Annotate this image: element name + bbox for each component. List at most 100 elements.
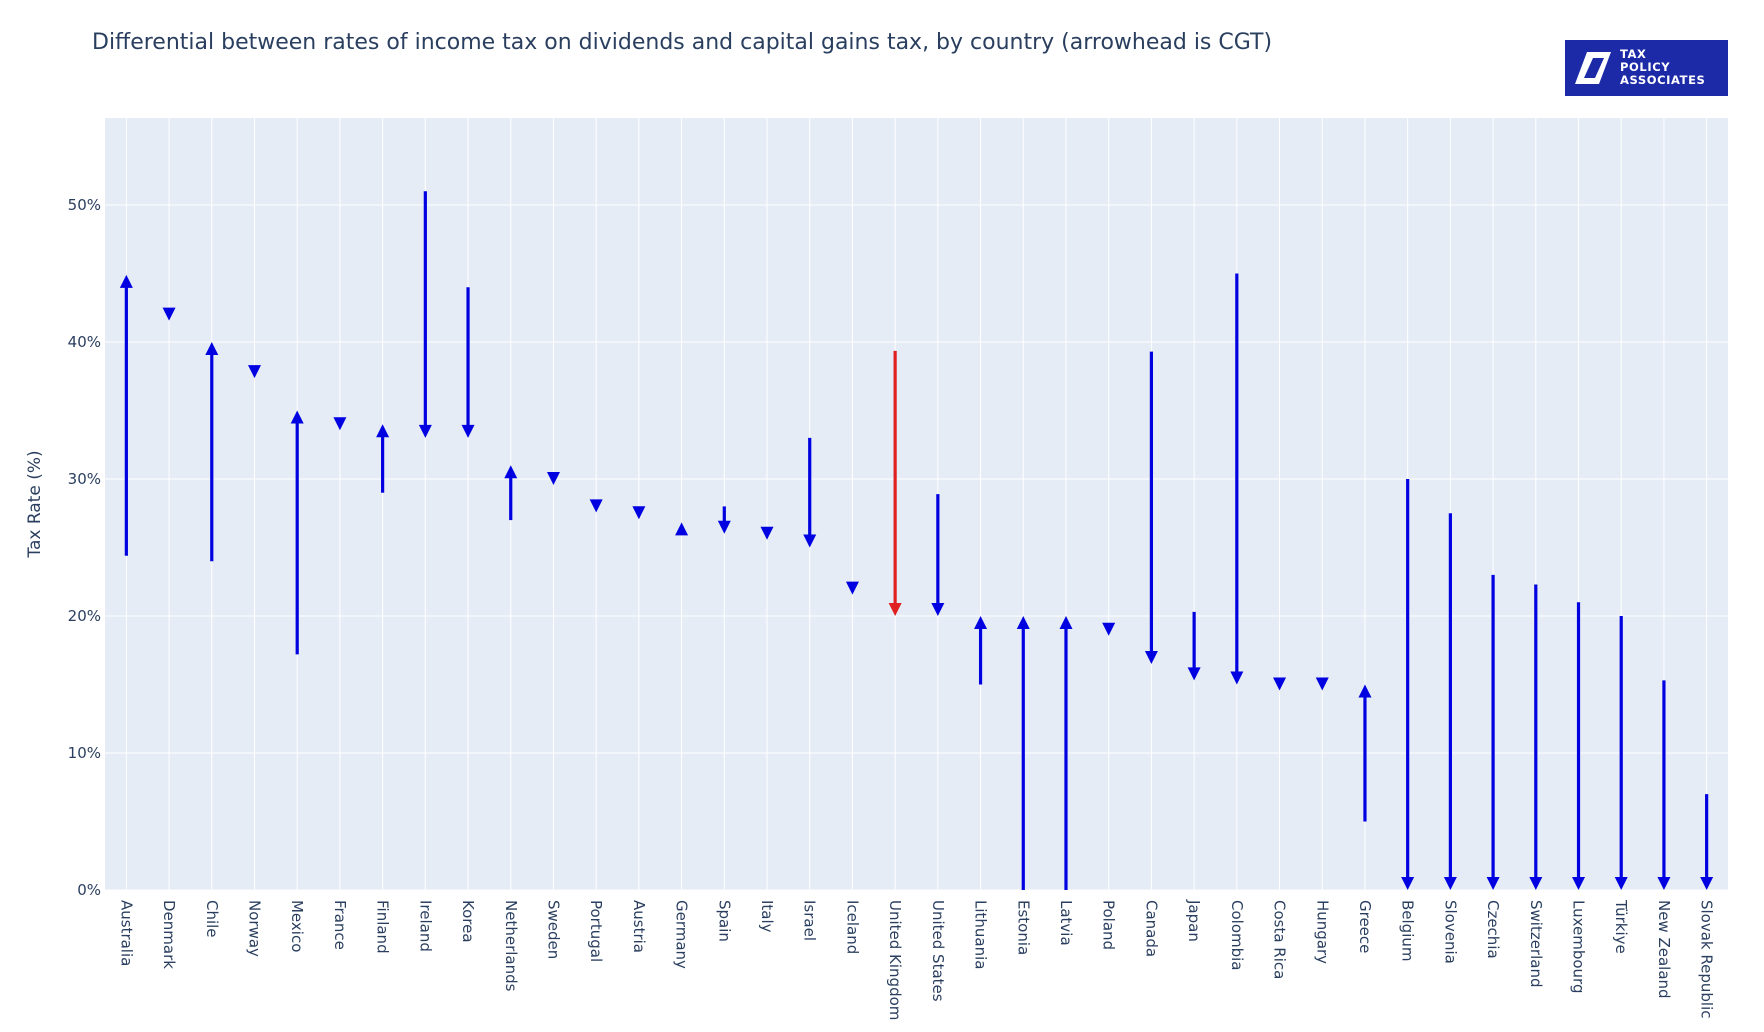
arrow-finland[interactable] xyxy=(376,424,390,493)
arrow-france[interactable] xyxy=(333,417,347,431)
arrow-estonia[interactable] xyxy=(1016,616,1030,890)
arrowhead xyxy=(931,603,945,616)
tax-policy-associates-logo[interactable]: TAX POLICY ASSOCIATES xyxy=(1565,40,1728,96)
y-tick-label: 10% xyxy=(68,744,101,762)
logo-mark-icon xyxy=(1575,52,1611,84)
arrow-mexico[interactable] xyxy=(290,410,304,655)
arrowhead xyxy=(1443,877,1457,890)
chart-title: Differential between rates of income tax… xyxy=(92,30,1273,55)
arrowhead xyxy=(675,522,689,536)
arrowhead xyxy=(1700,877,1714,890)
arrowhead xyxy=(205,342,219,355)
arrow-slovenia[interactable] xyxy=(1443,513,1457,890)
arrowhead xyxy=(1059,616,1073,629)
arrowhead xyxy=(1273,677,1287,691)
arrow-canada[interactable] xyxy=(1144,351,1158,664)
arrowhead xyxy=(632,506,646,520)
x-tick-label: Netherlands xyxy=(502,900,520,992)
arrow-united-states[interactable] xyxy=(931,494,945,616)
arrowhead xyxy=(1358,684,1372,698)
arrowhead xyxy=(162,307,176,321)
logo-text: TAX POLICY ASSOCIATES xyxy=(1620,48,1705,87)
x-tick-label: Israel xyxy=(801,900,819,941)
x-tick-label: Finland xyxy=(374,900,392,954)
arrow-hungary[interactable] xyxy=(1315,677,1329,691)
arrow-t-rkiye[interactable] xyxy=(1614,616,1628,890)
y-tick-label: 0% xyxy=(77,881,101,899)
arrow-japan[interactable] xyxy=(1187,611,1201,681)
x-tick-label: Chile xyxy=(203,900,221,938)
arrow-colombia[interactable] xyxy=(1230,273,1244,685)
arrows xyxy=(119,191,1714,890)
x-tick-label: Denmark xyxy=(160,900,178,969)
arrowhead xyxy=(418,424,432,438)
arrow-united-kingdom[interactable] xyxy=(888,350,902,616)
arrow-ireland[interactable] xyxy=(418,191,432,438)
x-tick-label: Canada xyxy=(1142,900,1160,957)
y-tick-label: 30% xyxy=(68,470,101,488)
arrow-korea[interactable] xyxy=(461,287,475,438)
arrow-chile[interactable] xyxy=(205,342,219,562)
arrow-germany[interactable] xyxy=(675,522,689,536)
arrowhead xyxy=(290,410,304,424)
x-tick-label: Czechia xyxy=(1484,900,1502,959)
arrow-denmark[interactable] xyxy=(162,307,176,321)
arrowhead xyxy=(1144,650,1158,664)
logo-line-2: POLICY xyxy=(1620,60,1671,74)
arrow-slovak-republic[interactable] xyxy=(1700,794,1714,890)
arrow-israel[interactable] xyxy=(803,437,817,548)
x-tick-label: Korea xyxy=(459,900,477,943)
logo-line-1: TAX xyxy=(1620,47,1647,61)
arrow-spain[interactable] xyxy=(717,506,731,534)
x-tick-label: New Zealand xyxy=(1655,900,1673,999)
arrow-lithuania[interactable] xyxy=(974,616,988,685)
y-axis-ticks: 0% 10% 20% 30% 40% 50% xyxy=(68,196,101,899)
x-tick-label: Colombia xyxy=(1228,900,1246,971)
x-tick-label: Slovak Republic xyxy=(1698,900,1716,1019)
arrowhead xyxy=(974,616,988,629)
x-tick-label: Lithuania xyxy=(972,900,990,969)
arrowhead xyxy=(803,534,817,548)
arrowhead xyxy=(1187,667,1201,681)
plot-area xyxy=(105,118,1728,890)
x-tick-label: Iceland xyxy=(843,900,861,954)
arrow-latvia[interactable] xyxy=(1059,616,1073,890)
arrow-belgium[interactable] xyxy=(1401,479,1415,890)
arrow-poland[interactable] xyxy=(1102,622,1116,636)
y-tick-label: 50% xyxy=(68,196,101,214)
y-tick-label: 20% xyxy=(68,607,101,625)
arrow-australia[interactable] xyxy=(119,274,133,556)
arrow-austria[interactable] xyxy=(632,506,646,520)
arrow-greece[interactable] xyxy=(1358,684,1372,822)
arrow-luxembourg[interactable] xyxy=(1572,602,1586,890)
arrowhead xyxy=(760,526,774,540)
x-tick-label: Poland xyxy=(1100,900,1118,950)
y-tick-label: 40% xyxy=(68,333,101,351)
x-tick-label: Norway xyxy=(245,900,263,957)
arrow-costa-rica[interactable] xyxy=(1273,677,1287,691)
arrowhead xyxy=(376,424,390,438)
arrow-czechia[interactable] xyxy=(1486,574,1500,890)
arrow-new-zealand[interactable] xyxy=(1657,680,1671,890)
arrow-netherlands[interactable] xyxy=(504,465,518,521)
arrowhead xyxy=(247,365,261,379)
x-tick-label: Hungary xyxy=(1313,900,1331,964)
arrow-italy[interactable] xyxy=(760,526,774,540)
arrowhead xyxy=(888,603,902,616)
arrowhead xyxy=(1529,877,1543,890)
x-tick-label: United Kingdom xyxy=(886,900,904,1020)
x-tick-label: Italy xyxy=(758,900,776,933)
x-tick-label: Spain xyxy=(715,900,733,942)
arrowhead xyxy=(461,424,475,438)
arrow-sweden[interactable] xyxy=(546,472,560,485)
arrow-iceland[interactable] xyxy=(845,581,859,595)
x-tick-label: Switzerland xyxy=(1527,900,1545,988)
x-tick-label: Japan xyxy=(1185,899,1203,942)
x-tick-label: Estonia xyxy=(1014,900,1032,955)
arrow-portugal[interactable] xyxy=(589,499,603,513)
arrow-switzerland[interactable] xyxy=(1529,584,1543,890)
arrowhead xyxy=(1657,877,1671,890)
x-tick-label: Mexico xyxy=(288,900,306,952)
arrowhead xyxy=(1401,877,1415,890)
arrow-norway[interactable] xyxy=(247,365,261,379)
